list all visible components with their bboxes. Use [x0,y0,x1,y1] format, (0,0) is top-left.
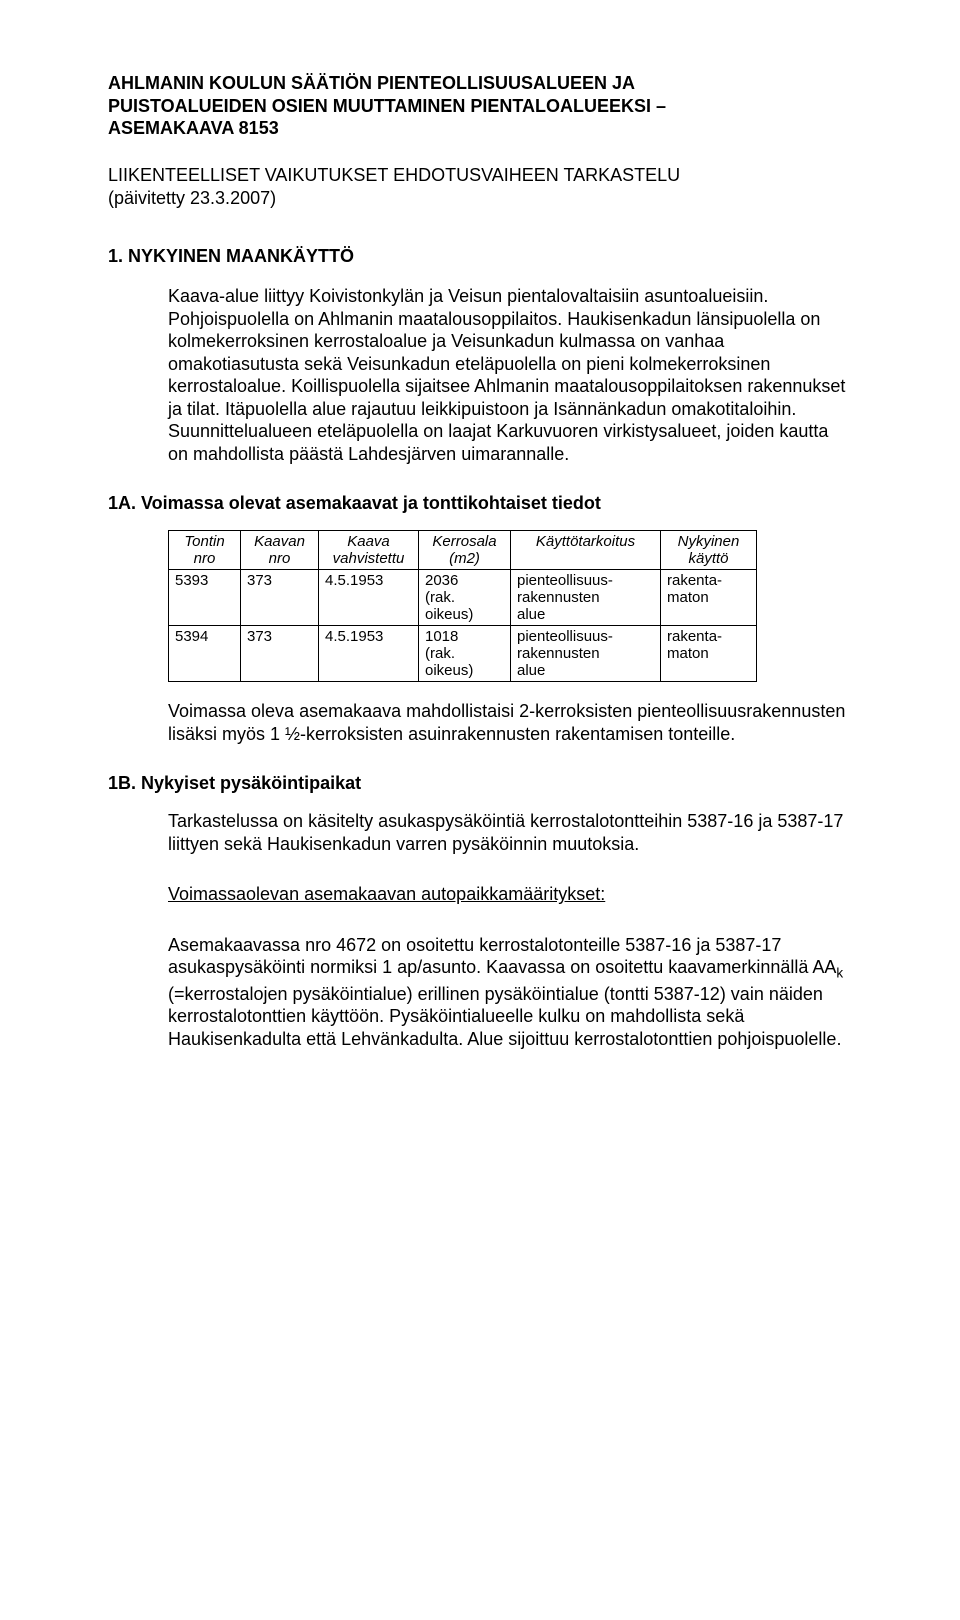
section-1b-para-2: Asemakaavassa nro 4672 on osoitettu kerr… [168,934,852,1050]
section-1b-heading: 1B. Nykyiset pysäköintipaikat [108,773,852,794]
section-1a-after-paragraph: Voimassa oleva asemakaava mahdollistaisi… [168,700,852,745]
title-line: AHLMANIN KOULUN SÄÄTIÖN PIENTEOLLISUUSAL… [108,72,852,95]
title-line: ASEMAKAAVA 8153 [108,117,852,140]
table-header-cell: Käyttötarkoitus [511,531,661,570]
title-line: PUISTOALUEIDEN OSIEN MUUTTAMINEN PIENTAL… [108,95,852,118]
table-cell: rakenta-maton [661,570,757,626]
table-cell: 4.5.1953 [319,626,419,682]
section-1-paragraph: Kaava-alue liittyy Koivistonkylän ja Vei… [168,285,852,465]
subtitle-line: (päivitetty 23.3.2007) [108,187,852,210]
table-cell: 1018(rak.oikeus) [419,626,511,682]
table-header-cell: Tontinnro [169,531,241,570]
table-cell: 373 [241,570,319,626]
table-row: 5394 373 4.5.1953 1018(rak.oikeus) pient… [169,626,757,682]
section-1b-para-1: Tarkastelussa on käsitelty asukaspysäköi… [168,810,852,855]
table-header-cell: Kaavavahvistettu [319,531,419,570]
section-1-heading: 1. NYKYINEN MAANKÄYTTÖ [108,246,852,267]
underlined-text: Voimassaolevan asemakaavan autopaikkamää… [168,884,605,904]
table-cell: 4.5.1953 [319,570,419,626]
para-2-before-sub: Asemakaavassa nro 4672 on osoitettu kerr… [168,935,836,978]
table-cell: 2036(rak.oikeus) [419,570,511,626]
para-2-after-sub: (=kerrostalojen pysäköintialue) erilline… [168,984,841,1049]
table-cell: pienteollisuus-rakennustenalue [511,626,661,682]
document-title: AHLMANIN KOULUN SÄÄTIÖN PIENTEOLLISUUSAL… [108,72,852,140]
table-cell: 5393 [169,570,241,626]
section-1a-table: Tontinnro Kaavannro Kaavavahvistettu Ker… [168,530,757,682]
document-page: AHLMANIN KOULUN SÄÄTIÖN PIENTEOLLISUUSAL… [0,0,960,1150]
table-header-cell: Kerrosala(m2) [419,531,511,570]
table-header-row: Tontinnro Kaavannro Kaavavahvistettu Ker… [169,531,757,570]
document-subtitle: LIIKENTEELLISET VAIKUTUKSET EHDOTUSVAIHE… [108,164,852,211]
table-header-cell: Kaavannro [241,531,319,570]
table-header-cell: Nykyinenkäyttö [661,531,757,570]
table-cell: rakenta-maton [661,626,757,682]
table-row: 5393 373 4.5.1953 2036(rak.oikeus) pient… [169,570,757,626]
table-cell: 373 [241,626,319,682]
sub-k: k [836,966,843,981]
table-cell: 5394 [169,626,241,682]
subtitle-line: LIIKENTEELLISET VAIKUTUKSET EHDOTUSVAIHE… [108,164,852,187]
section-1b-underlined: Voimassaolevan asemakaavan autopaikkamää… [168,883,852,906]
table-cell: pienteollisuus-rakennustenalue [511,570,661,626]
section-1a-heading: 1A. Voimassa olevat asemakaavat ja tontt… [108,493,852,514]
